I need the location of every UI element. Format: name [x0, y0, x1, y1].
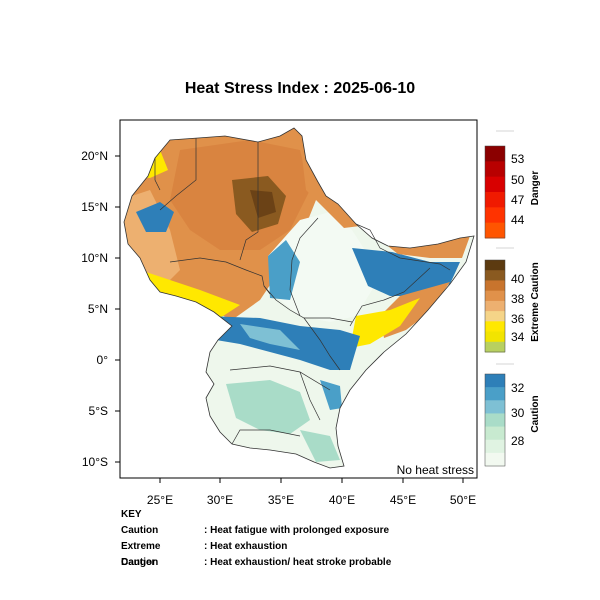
extreme-label-36: 36 [511, 312, 525, 326]
danger-swatch [485, 146, 505, 162]
lon-tick-35: 35°E [268, 493, 294, 507]
extreme-caution-swatch [485, 331, 505, 343]
key-term-danger: Danger [121, 557, 156, 568]
country-borders [154, 138, 451, 445]
lat-tick-10s: 10°S [82, 455, 108, 469]
caution-colorbar-title: Caution [530, 395, 541, 432]
danger-label-44: 44 [511, 213, 525, 227]
extreme-caution-swatch [485, 280, 505, 292]
caution-swatch [485, 400, 505, 414]
key-desc-extreme-caution: Heat exhaustion [204, 539, 287, 555]
lat-tick-5s: 5°S [89, 404, 108, 418]
danger-swatch [485, 192, 505, 208]
danger-swatch [485, 207, 505, 224]
extreme-label-38: 38 [511, 292, 525, 306]
caution-swatch [485, 413, 505, 428]
extreme-caution-colorbar-title: Extreme Caution [530, 262, 541, 341]
extreme-caution-swatch [485, 270, 505, 281]
lat-tick-10n: 10°N [81, 251, 108, 265]
key-heading: KEY [121, 509, 142, 520]
extreme-caution-swatch [485, 290, 505, 302]
extreme-caution-border [484, 259, 506, 353]
lon-tick-50: 50°E [450, 493, 476, 507]
extreme-caution-swatch [485, 260, 505, 271]
caution-swatch [485, 439, 505, 454]
lon-tick-25: 25°E [147, 493, 173, 507]
extreme-caution-swatch [485, 311, 505, 322]
caution-swatch [485, 387, 505, 401]
extreme-caution-colorbar [484, 259, 506, 353]
lat-tick-15n: 15°N [81, 200, 108, 214]
danger-swatch [485, 176, 505, 193]
danger-swatch [485, 222, 505, 239]
danger-colorbar [484, 145, 506, 239]
lon-tick-30: 30°E [207, 493, 233, 507]
lat-tick-5n: 5°N [88, 302, 108, 316]
caution-swatch [485, 452, 505, 467]
caution-label-32: 32 [511, 381, 525, 395]
lat-tick-0: 0° [97, 353, 109, 367]
caution-swatch [485, 374, 505, 388]
danger-colorbar-title: Danger [530, 171, 541, 206]
caution-border [484, 373, 506, 467]
no-heat-stress-label: No heat stress [397, 463, 474, 477]
danger-border [484, 145, 506, 239]
caution-label-28: 28 [511, 434, 525, 448]
danger-label-50: 50 [511, 173, 525, 187]
danger-label-53: 53 [511, 152, 525, 166]
key-term-extreme-caution: Extreme Caution [121, 541, 161, 568]
extreme-label-40: 40 [511, 272, 525, 286]
key-desc-danger: Heat exhaustion/ heat stroke probable [204, 555, 391, 571]
plot-frame [119, 119, 478, 479]
lat-tick-20n: 20°N [81, 149, 108, 163]
danger-swatch [485, 161, 505, 178]
extreme-caution-swatch [485, 321, 505, 333]
danger-label-47: 47 [511, 193, 525, 207]
extreme-caution-swatch [485, 341, 505, 353]
lon-tick-45: 45°E [390, 493, 416, 507]
map-title: Heat Stress Index : 2025-06-10 [184, 80, 416, 97]
lon-tick-40: 40°E [329, 493, 355, 507]
caution-label-30: 30 [511, 406, 525, 420]
axis-ticks [115, 155, 464, 483]
extreme-caution-swatch [485, 300, 505, 312]
key-desc-caution: Heat fatigue with prolonged exposure [204, 523, 389, 539]
extreme-label-34: 34 [511, 330, 525, 344]
caution-swatch [485, 426, 505, 441]
caution-colorbar [484, 373, 506, 467]
key-term-caution: Caution [121, 525, 159, 536]
